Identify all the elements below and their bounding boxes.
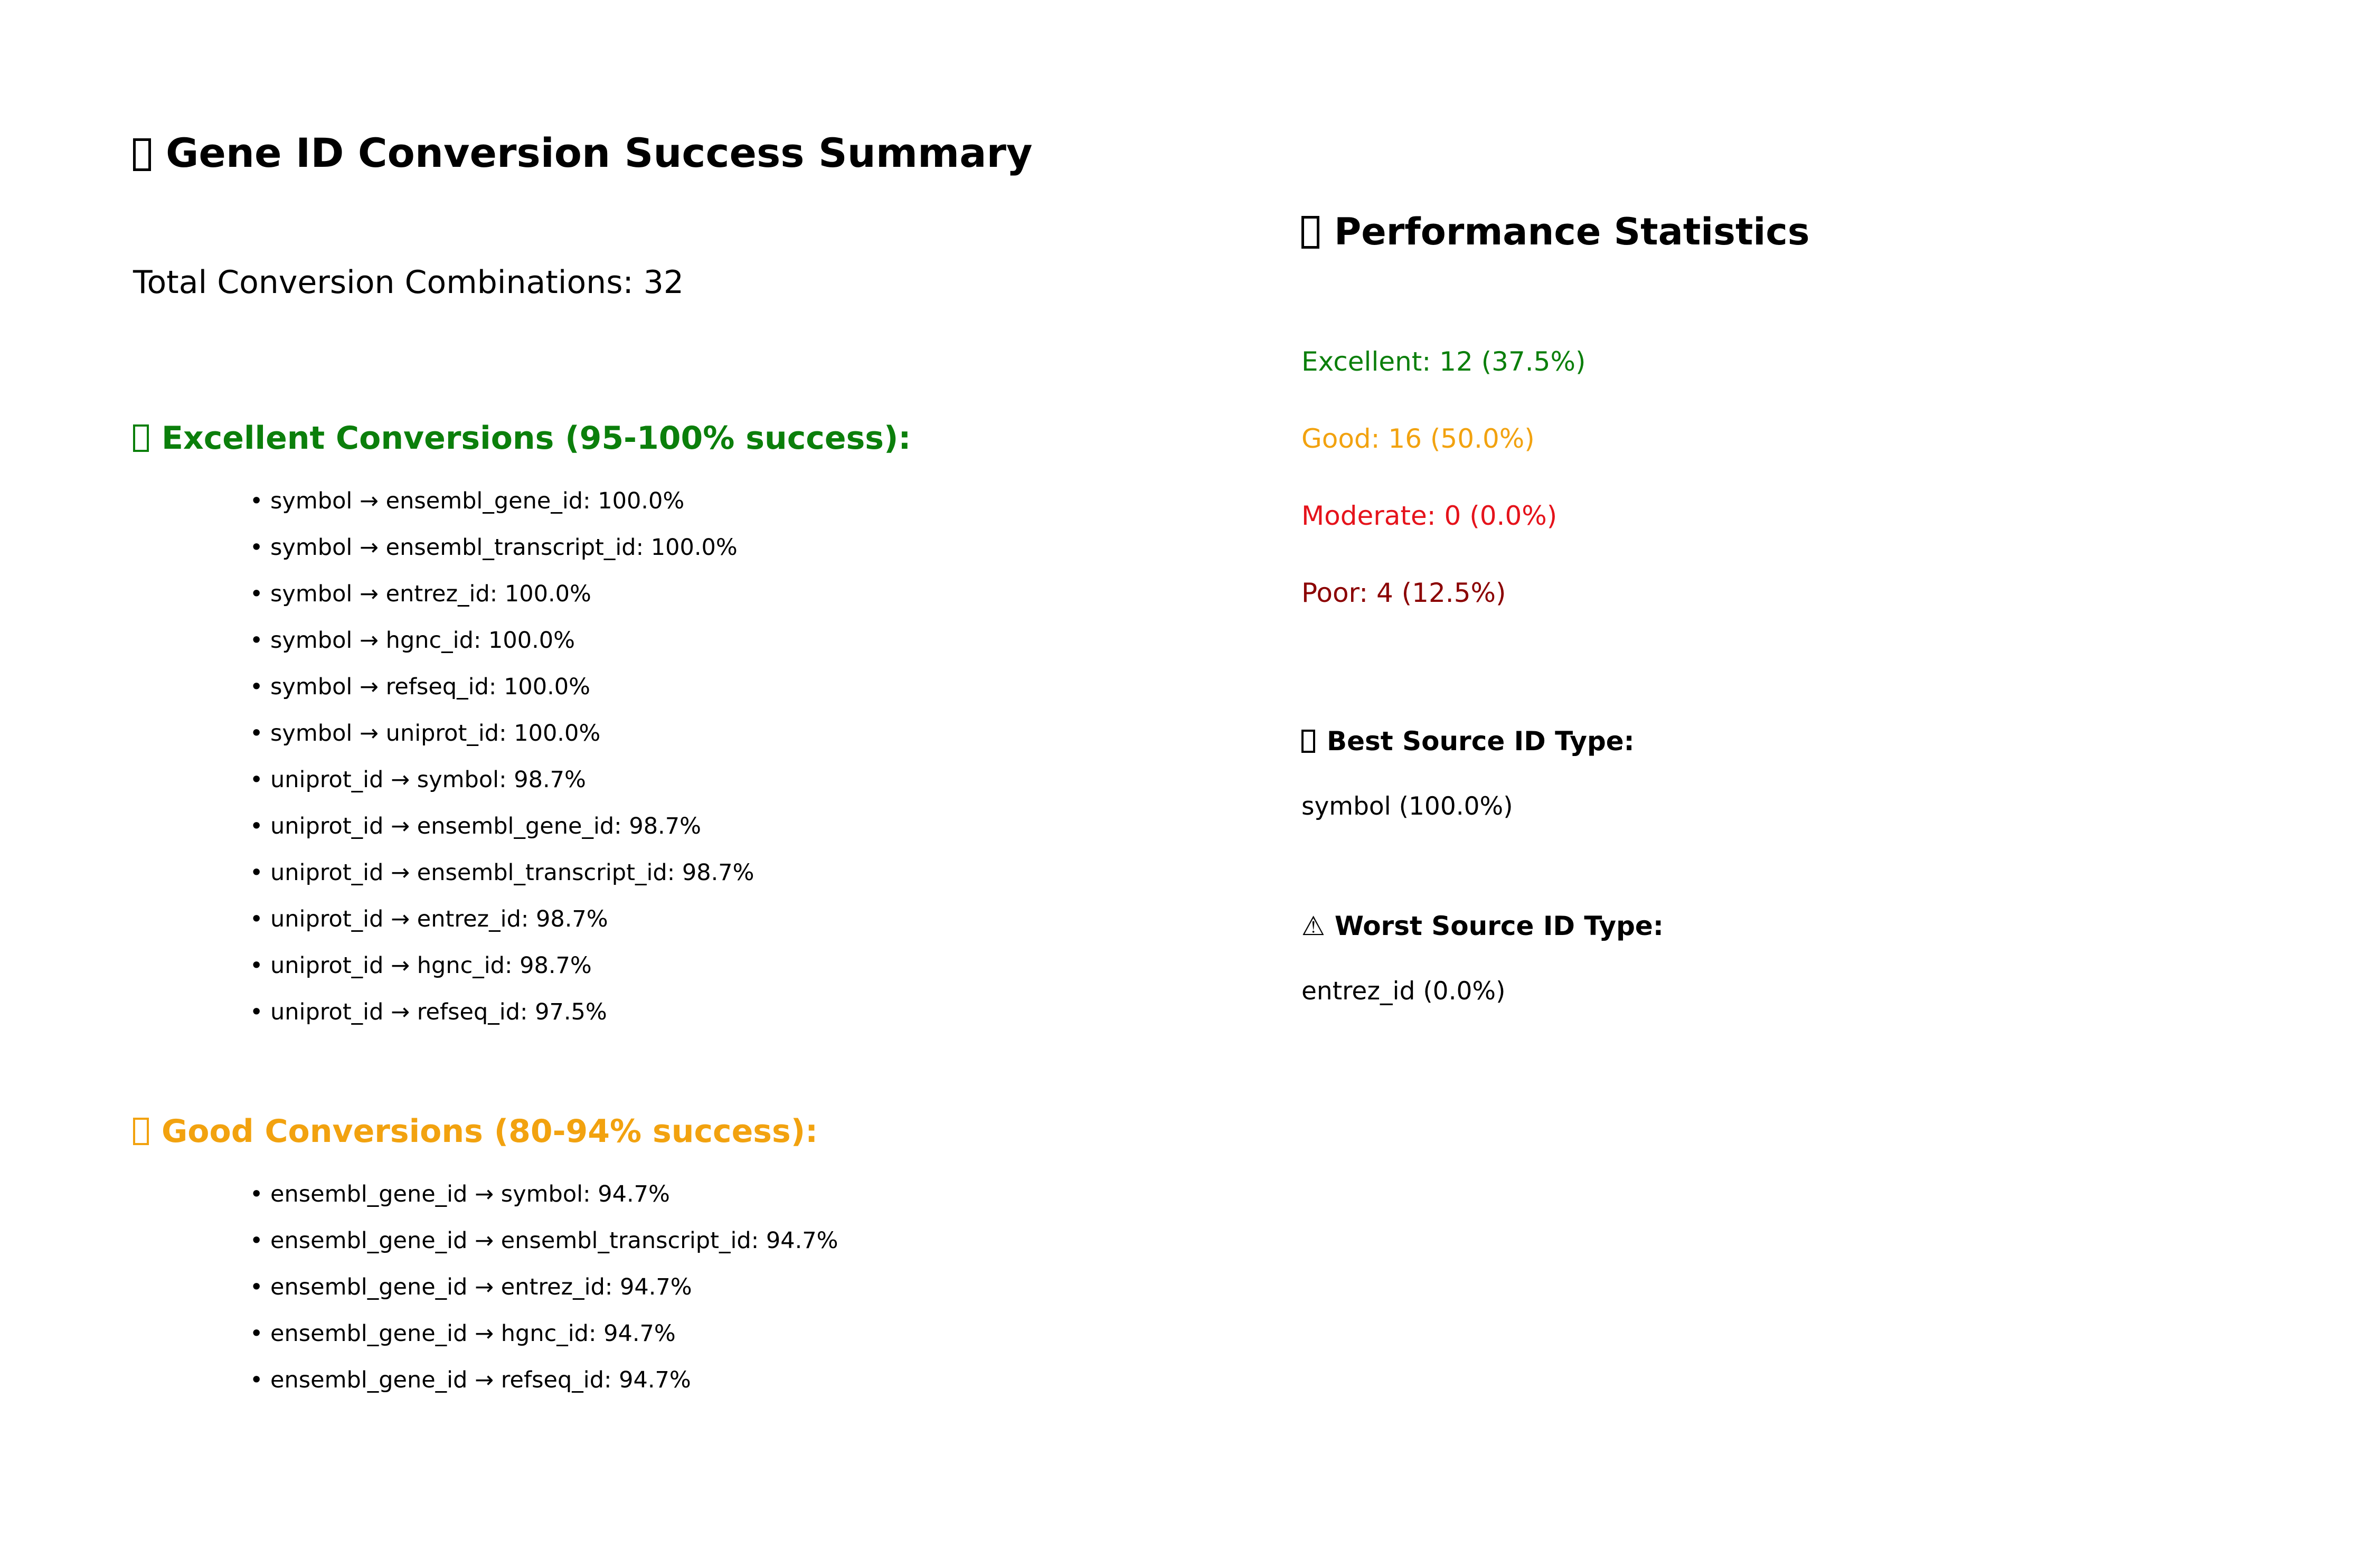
stat-moderate: Moderate: 0 (0.0%) <box>1301 500 1557 531</box>
missing-glyph-icon <box>133 424 149 452</box>
missing-glyph-icon <box>133 1118 149 1145</box>
stat-poor: Poor: 4 (12.5%) <box>1301 578 1506 608</box>
good-heading-text: Good Conversions (80-94% success): <box>162 1113 818 1150</box>
warning-icon: ⚠ <box>1301 911 1325 941</box>
list-item: • ensembl_gene_id → symbol: 94.7% <box>250 1181 670 1207</box>
list-item: • ensembl_gene_id → hgnc_id: 94.7% <box>250 1320 676 1347</box>
stat-excellent: Excellent: 12 (37.5%) <box>1301 346 1586 377</box>
worst-source-heading-text: Worst Source ID Type: <box>1334 911 1664 941</box>
excellent-heading-text: Excellent Conversions (95-100% success): <box>162 420 911 457</box>
list-item: • uniprot_id → entrez_id: 98.7% <box>250 906 608 932</box>
list-item: • ensembl_gene_id → ensembl_transcript_i… <box>250 1227 838 1254</box>
list-item: • symbol → hgnc_id: 100.0% <box>250 627 575 654</box>
list-item: • symbol → uniprot_id: 100.0% <box>250 720 601 747</box>
excellent-conversions-heading: Excellent Conversions (95-100% success): <box>133 420 911 457</box>
performance-heading-text: Performance Statistics <box>1334 210 1810 253</box>
list-item: • ensembl_gene_id → refseq_id: 94.7% <box>250 1367 691 1393</box>
performance-stats-list: Excellent: 12 (37.5%) Good: 16 (50.0%) M… <box>1301 338 1586 646</box>
list-item: • symbol → refseq_id: 100.0% <box>250 674 591 700</box>
list-item: • symbol → ensembl_gene_id: 100.0% <box>250 488 685 514</box>
worst-source-heading: ⚠ Worst Source ID Type: <box>1301 911 1664 941</box>
stat-good: Good: 16 (50.0%) <box>1301 423 1535 454</box>
page-title-text: Gene ID Conversion Success Summary <box>166 129 1033 176</box>
missing-glyph-icon <box>133 138 151 171</box>
list-item: • symbol → entrez_id: 100.0% <box>250 581 591 607</box>
good-conversions-heading: Good Conversions (80-94% success): <box>133 1113 818 1150</box>
total-combinations: Total Conversion Combinations: 32 <box>133 264 684 301</box>
best-source-heading-text: Best Source ID Type: <box>1327 726 1635 757</box>
list-item: • uniprot_id → hgnc_id: 98.7% <box>250 952 592 979</box>
performance-statistics-heading: Performance Statistics <box>1301 210 1810 253</box>
missing-glyph-icon <box>1301 730 1315 753</box>
list-item: • uniprot_id → ensembl_transcript_id: 98… <box>250 859 754 886</box>
worst-source-value: entrez_id (0.0%) <box>1301 977 1506 1006</box>
list-item: • uniprot_id → ensembl_gene_id: 98.7% <box>250 813 701 839</box>
list-item: • uniprot_id → symbol: 98.7% <box>250 767 586 793</box>
best-source-heading: Best Source ID Type: <box>1301 726 1635 757</box>
page-title: Gene ID Conversion Success Summary <box>133 129 1033 176</box>
list-item: • uniprot_id → refseq_id: 97.5% <box>250 999 607 1025</box>
excellent-conversions-list: • symbol → ensembl_gene_id: 100.0% • sym… <box>250 478 754 1035</box>
good-conversions-list: • ensembl_gene_id → symbol: 94.7% • ense… <box>250 1171 838 1403</box>
list-item: • symbol → ensembl_transcript_id: 100.0% <box>250 534 738 561</box>
missing-glyph-icon <box>1301 216 1319 249</box>
best-source-value: symbol (100.0%) <box>1301 792 1513 821</box>
list-item: • ensembl_gene_id → entrez_id: 94.7% <box>250 1274 692 1300</box>
